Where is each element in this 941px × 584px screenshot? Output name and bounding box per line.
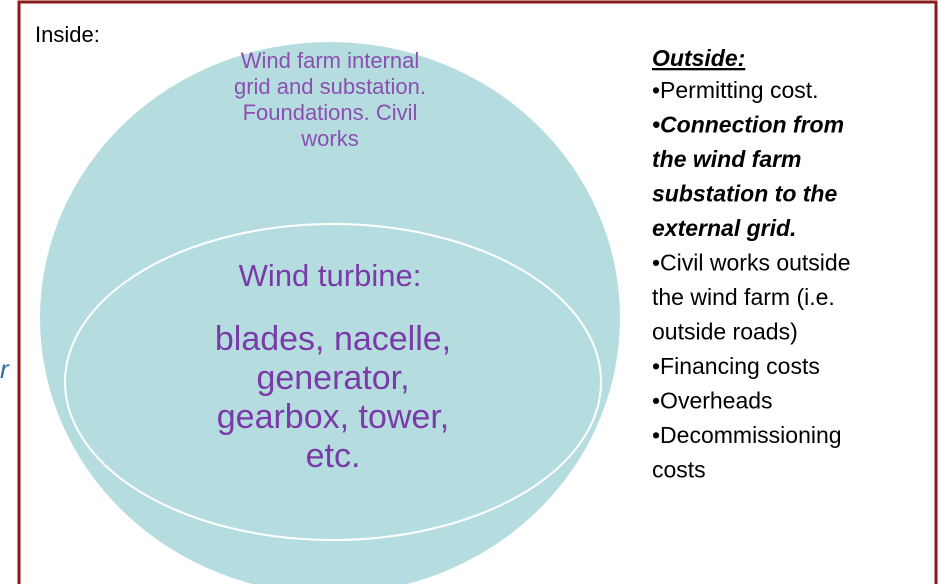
outer-line: Foundations. Civil <box>243 100 418 125</box>
outside-line: outside roads) <box>652 319 798 345</box>
inner-line: blades, nacelle, <box>215 320 451 358</box>
wind-farm-circle <box>40 42 620 584</box>
inner-line: gearbox, tower, <box>217 398 449 436</box>
outside-line: costs <box>652 457 706 483</box>
outside-line: •Civil works outside <box>652 250 851 276</box>
outside-line: •Overheads <box>652 388 773 414</box>
inner-line: generator, <box>256 359 409 397</box>
inner-line: etc. <box>306 437 361 475</box>
inner-text: Wind turbine: blades, nacelle,generator,g… <box>215 258 451 475</box>
turbine-ellipse <box>64 223 602 541</box>
outside-line: •Connection from <box>652 112 844 138</box>
margin-fragment: r <box>0 354 10 384</box>
inner-title: Wind turbine: <box>239 258 422 293</box>
outside-line: substation to the <box>652 181 837 207</box>
outside-line: •Permitting cost. <box>652 77 819 103</box>
outside-list: •Permitting cost. •Connection from the win… <box>652 77 851 483</box>
inside-label: Inside: <box>35 22 100 47</box>
outer-line: works <box>300 126 358 151</box>
outer-line: Wind farm internal <box>241 48 420 73</box>
outside-line: •Financing costs <box>652 353 820 379</box>
outer-line: grid and substation. <box>234 74 426 99</box>
outside-line: the wind farm (i.e. <box>652 284 835 310</box>
outside-line: the wind farm <box>652 146 802 172</box>
outside-line: external grid. <box>652 215 796 241</box>
outside-title: Outside: <box>652 45 745 71</box>
outside-line: •Decommissioning <box>652 422 842 448</box>
